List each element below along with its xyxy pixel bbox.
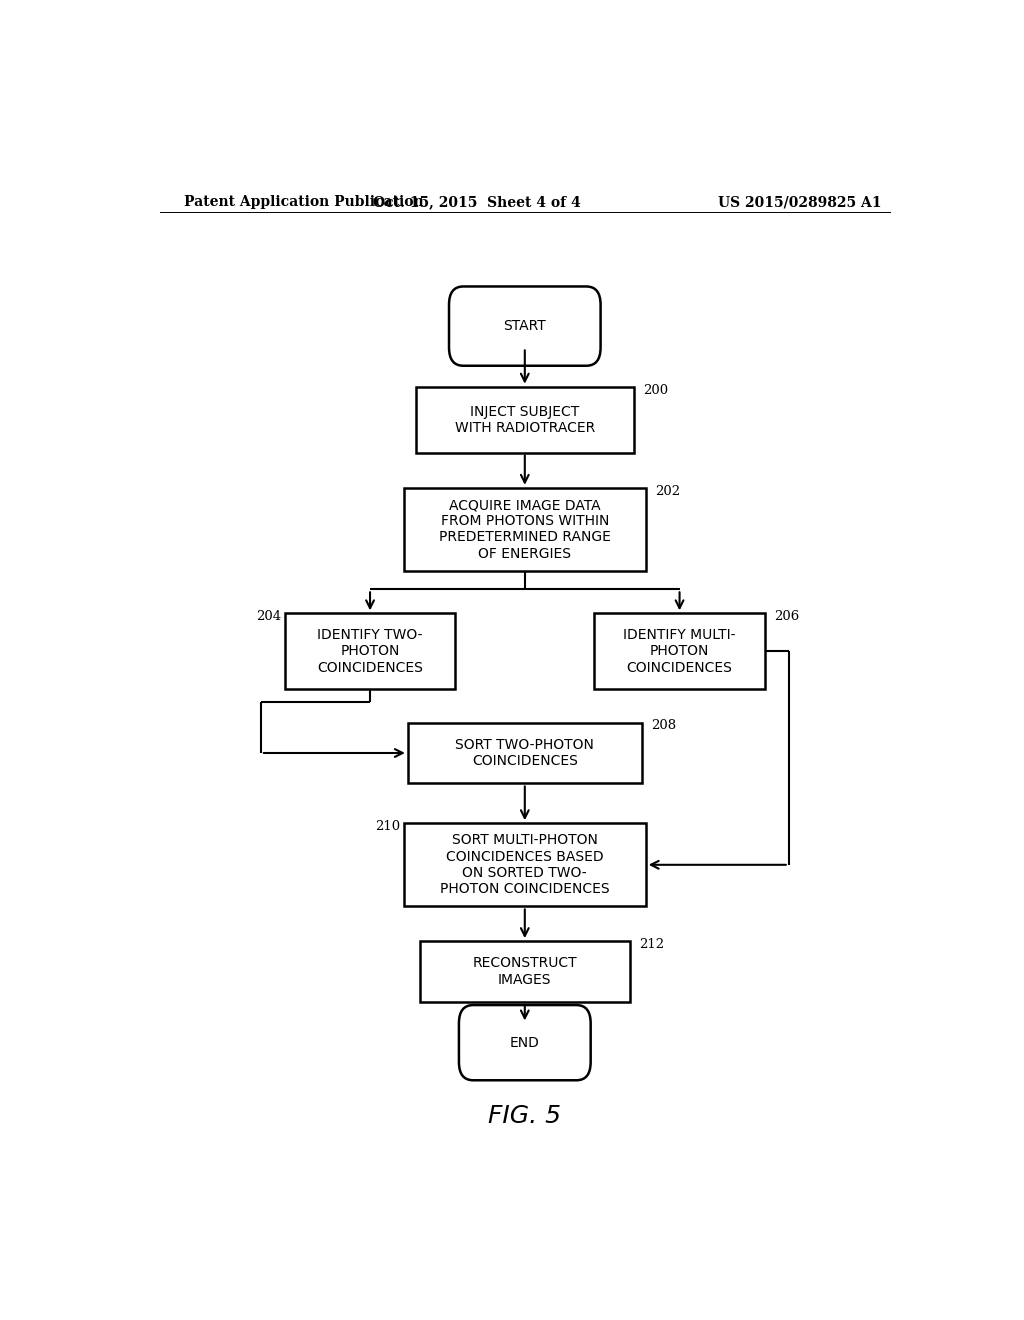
Text: 200: 200 [643, 384, 669, 396]
Text: Patent Application Publication: Patent Application Publication [183, 195, 423, 209]
Text: IDENTIFY TWO-
PHOTON
COINCIDENCES: IDENTIFY TWO- PHOTON COINCIDENCES [317, 628, 423, 675]
Text: 210: 210 [375, 820, 399, 833]
Text: 212: 212 [639, 939, 665, 950]
Text: IDENTIFY MULTI-
PHOTON
COINCIDENCES: IDENTIFY MULTI- PHOTON COINCIDENCES [624, 628, 736, 675]
Bar [285, 614, 456, 689]
Bar [416, 387, 634, 453]
Text: 208: 208 [651, 719, 677, 733]
FancyBboxPatch shape [459, 1005, 591, 1080]
Text: RECONSTRUCT
IMAGES: RECONSTRUCT IMAGES [472, 957, 578, 986]
Text: SORT MULTI-PHOTON
COINCIDENCES BASED
ON SORTED TWO-
PHOTON COINCIDENCES: SORT MULTI-PHOTON COINCIDENCES BASED ON … [440, 833, 609, 896]
Bar [403, 824, 646, 907]
Text: ACQUIRE IMAGE DATA
FROM PHOTONS WITHIN
PREDETERMINED RANGE
OF ENERGIES: ACQUIRE IMAGE DATA FROM PHOTONS WITHIN P… [439, 498, 610, 561]
Text: 206: 206 [774, 610, 800, 623]
Text: 204: 204 [256, 610, 281, 623]
Bar [420, 941, 630, 1002]
Text: SORT TWO-PHOTON
COINCIDENCES: SORT TWO-PHOTON COINCIDENCES [456, 738, 594, 768]
Text: 202: 202 [655, 484, 681, 498]
Text: START: START [504, 319, 546, 333]
Text: END: END [510, 1036, 540, 1049]
FancyBboxPatch shape [449, 286, 601, 366]
Bar [408, 722, 642, 784]
Text: FIG. 5: FIG. 5 [488, 1104, 561, 1127]
Bar [403, 487, 646, 572]
Text: Oct. 15, 2015  Sheet 4 of 4: Oct. 15, 2015 Sheet 4 of 4 [374, 195, 581, 209]
Text: US 2015/0289825 A1: US 2015/0289825 A1 [719, 195, 882, 209]
Text: INJECT SUBJECT
WITH RADIOTRACER: INJECT SUBJECT WITH RADIOTRACER [455, 404, 595, 434]
Bar [594, 614, 765, 689]
